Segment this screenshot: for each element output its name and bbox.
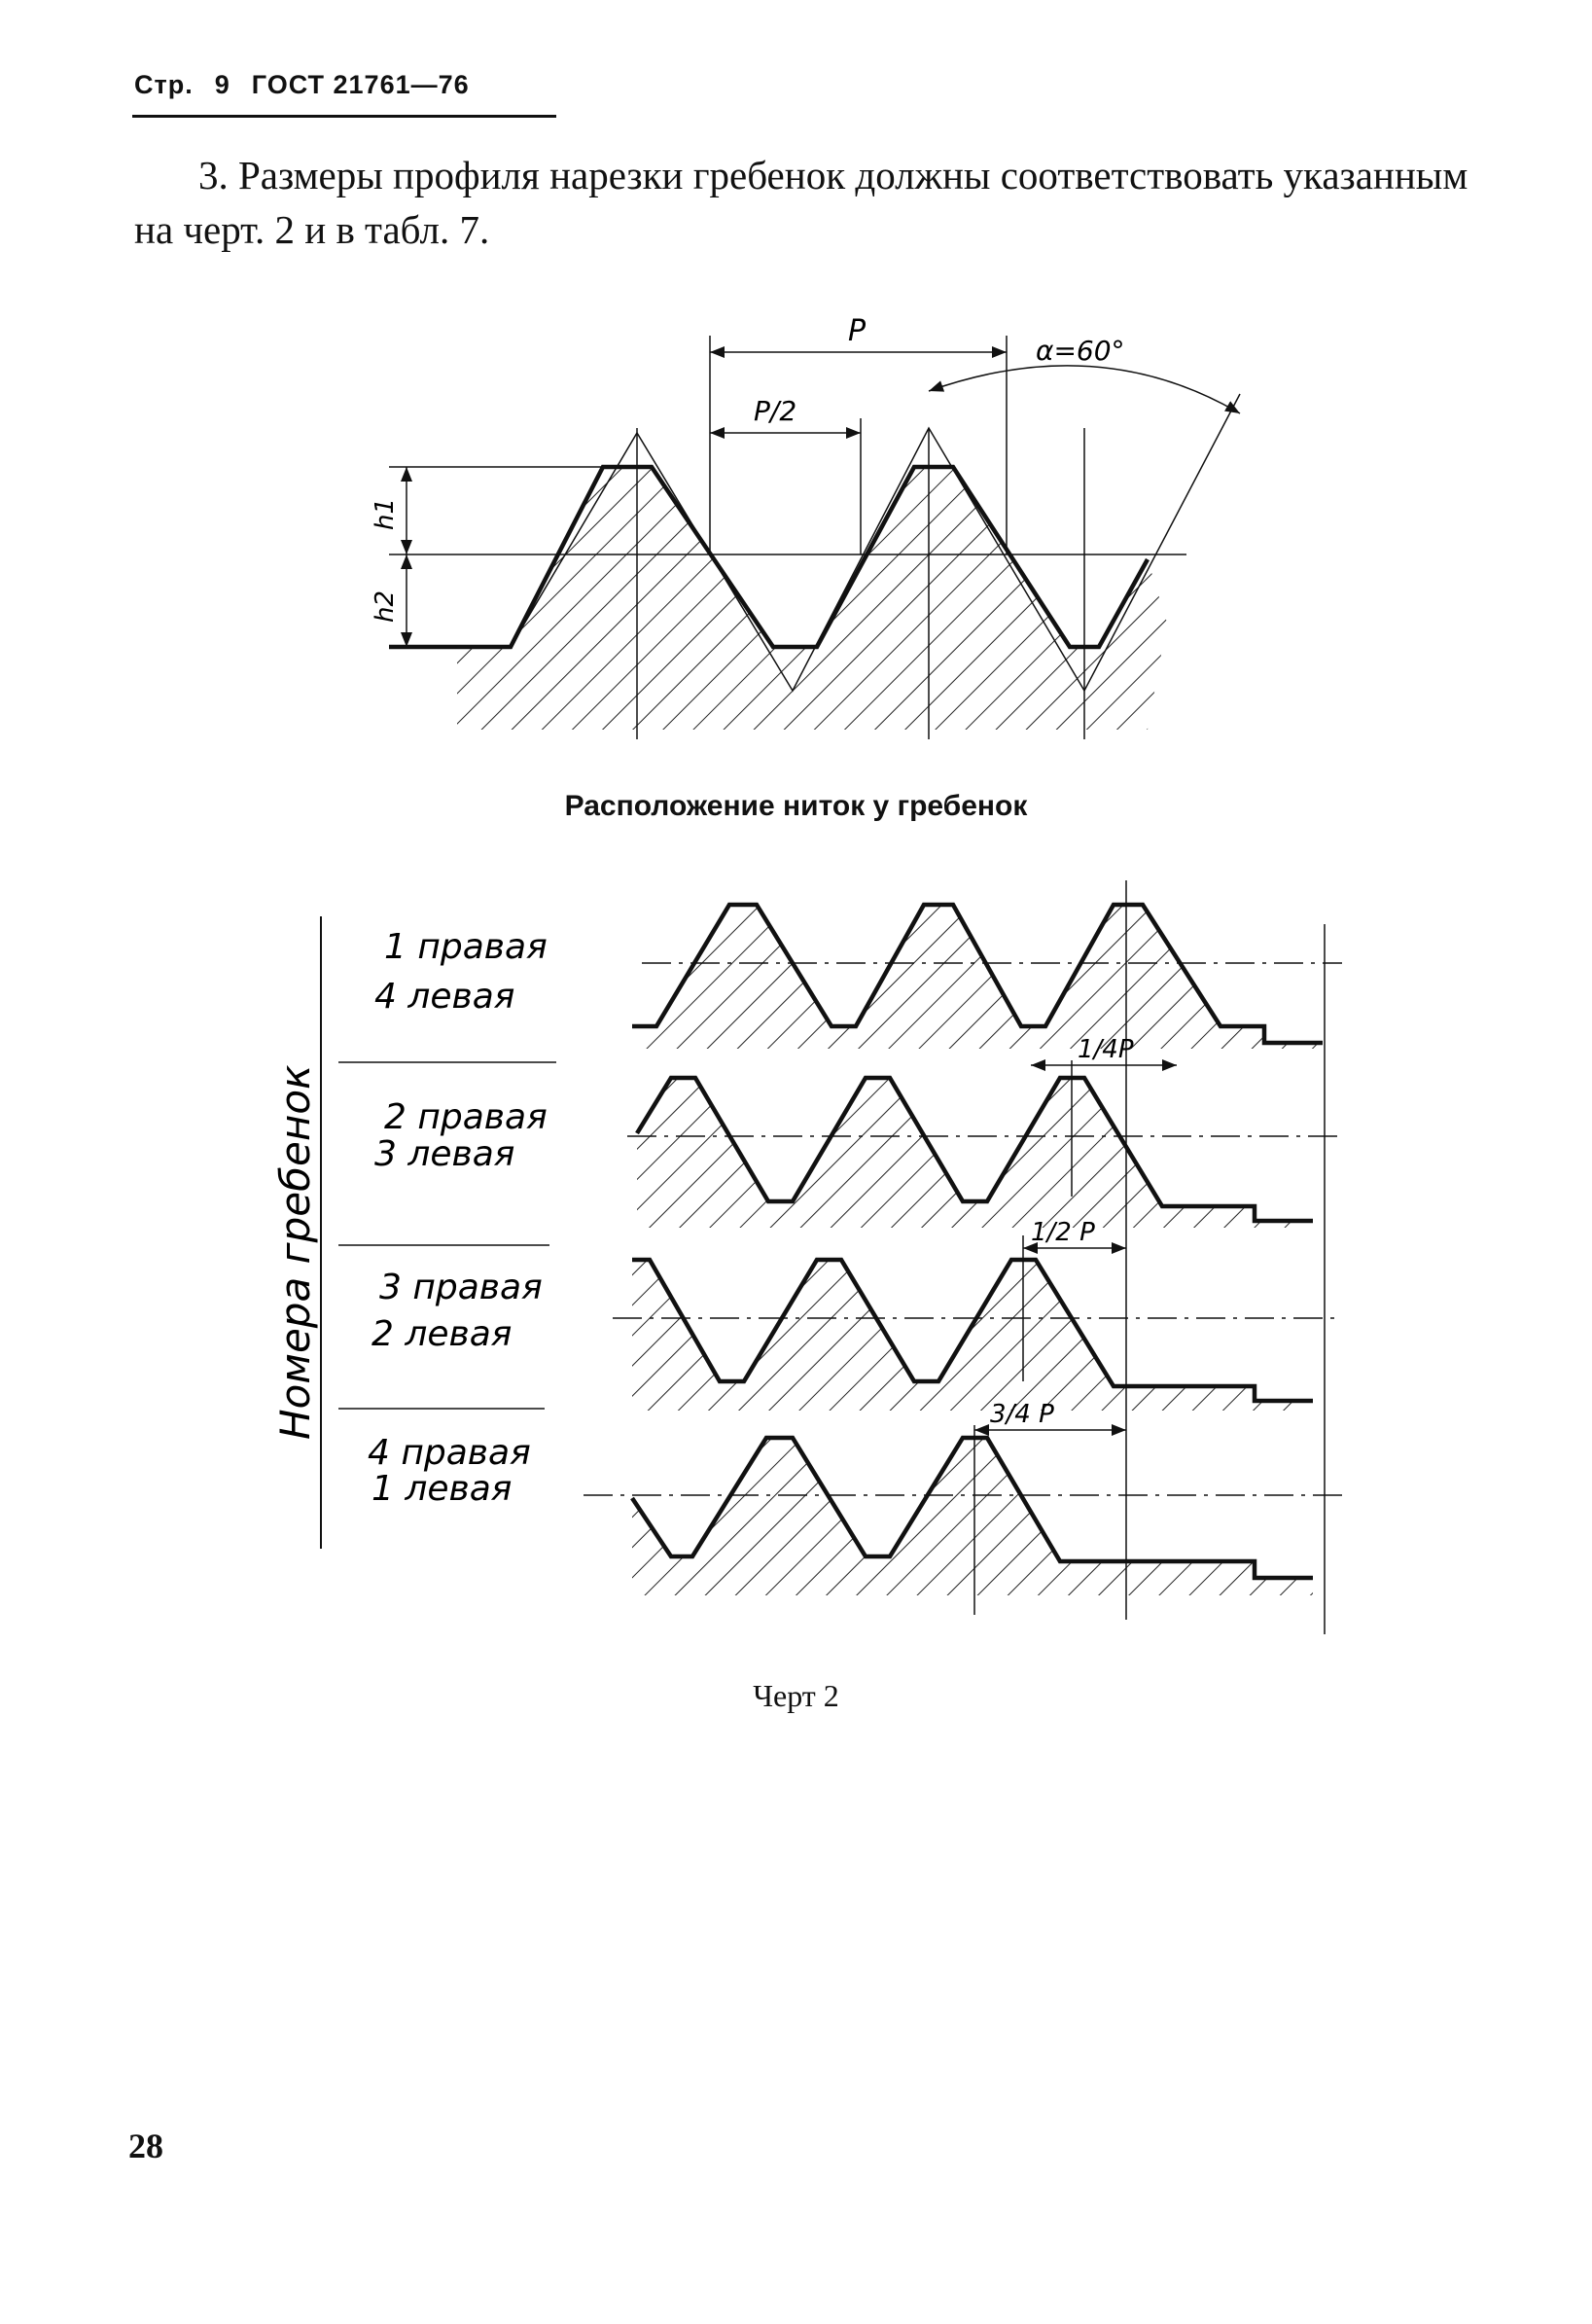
angle-arc bbox=[928, 365, 1241, 414]
angle-label: α=60° bbox=[1036, 335, 1125, 367]
row4-line1: 4 правая bbox=[368, 1433, 531, 1473]
comb-4-outline bbox=[630, 1435, 1313, 1581]
page-number: 28 bbox=[128, 2127, 163, 2165]
h1-label: h1 bbox=[371, 498, 400, 530]
comb-2-hatch bbox=[637, 1078, 1313, 1228]
profile-hatch bbox=[457, 467, 1167, 730]
comb-4-hatch bbox=[632, 1438, 1313, 1595]
h2-label: h2 bbox=[371, 590, 400, 623]
row2-line2: 3 левая bbox=[374, 1134, 514, 1174]
offset-label-1-2: 1/2 P bbox=[1031, 1218, 1095, 1247]
axis-label: Номера гребенок bbox=[271, 1064, 319, 1440]
p2-label: P/2 bbox=[754, 395, 796, 427]
header-page-prefix: Стр. bbox=[134, 70, 194, 99]
row3-line2: 2 левая bbox=[371, 1314, 512, 1354]
thread-profile-figure: P P/2 α=60° h1 h2 bbox=[371, 314, 1241, 739]
comb-3-outline bbox=[632, 1257, 1313, 1404]
profile-outline bbox=[389, 464, 1150, 650]
row1-line2: 4 левая bbox=[374, 977, 514, 1017]
header-standard: ГОСТ 21761—76 bbox=[251, 70, 470, 99]
arrangement-title: Расположение ниток у гребенок bbox=[564, 790, 1028, 822]
offset-label-1-4: 1/4P bbox=[1078, 1035, 1134, 1064]
running-header: Стр. 9 ГОСТ 21761—76 bbox=[134, 70, 491, 100]
p-label: P bbox=[848, 314, 867, 348]
figure-caption: Черт 2 bbox=[753, 1678, 839, 1713]
row3-line1: 3 правая bbox=[379, 1268, 543, 1307]
row1-line1: 1 правая bbox=[384, 927, 548, 967]
header-page-number: 9 bbox=[214, 70, 230, 99]
comb-1-outline bbox=[632, 902, 1323, 1046]
comb-2-outline bbox=[635, 1075, 1313, 1224]
arrangement-figure: Номера гребенок 1 правая 4 левая 2 права… bbox=[271, 880, 1342, 1634]
body-paragraph: 3. Размеры профиля нарезки гребенок долж… bbox=[134, 148, 1496, 257]
comb-3-hatch bbox=[632, 1260, 1313, 1411]
header-rule bbox=[132, 115, 556, 118]
row2-line1: 2 правая bbox=[384, 1097, 548, 1137]
offset-label-3-4: 3/4 P bbox=[990, 1400, 1054, 1429]
row4-line2: 1 левая bbox=[371, 1469, 512, 1509]
comb-1-hatch bbox=[632, 905, 1323, 1049]
paragraph-text: 3. Размеры профиля нарезки гребенок долж… bbox=[134, 153, 1468, 252]
theoretical-profile bbox=[510, 393, 1241, 693]
